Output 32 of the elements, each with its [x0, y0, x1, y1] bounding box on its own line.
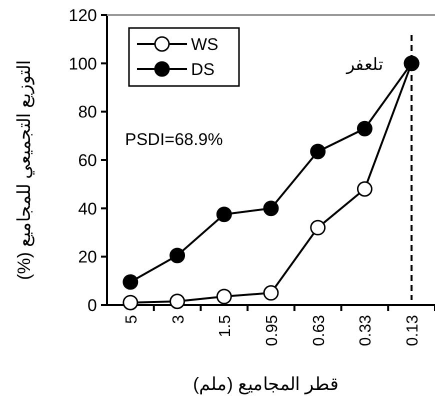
- point: [216, 206, 232, 222]
- y-tick-label: 80: [78, 102, 97, 122]
- point: [170, 248, 186, 264]
- point: [356, 120, 372, 136]
- x-tick-label: 0.13: [404, 314, 422, 346]
- x-tick-label: 0.63: [310, 314, 328, 346]
- point: [122, 274, 138, 290]
- point: [263, 285, 279, 301]
- point: [216, 288, 232, 304]
- x-tick-label: 1.5: [217, 314, 234, 338]
- y-tick-label: 40: [78, 199, 97, 218]
- legend-label: WS: [191, 35, 218, 54]
- y-tick-label: 120: [68, 6, 97, 25]
- y-tick-label: 20: [78, 248, 97, 267]
- y-axis-title: التوزيع التجميعي للمجاميع (%): [14, 60, 35, 280]
- point: [170, 294, 186, 310]
- annotation: PSDI=68.9%: [125, 130, 223, 149]
- y-tick-label: 60: [78, 151, 97, 170]
- y-tick-label: 100: [68, 54, 97, 74]
- annotation: تلعفر: [346, 55, 384, 75]
- x-tick-label: 5: [123, 314, 140, 324]
- x-tick-label: 0.33: [358, 314, 375, 346]
- point: [356, 181, 372, 197]
- point: [310, 220, 326, 236]
- x-tick-label: 3: [170, 314, 188, 324]
- point: [310, 144, 326, 160]
- x-tick-label: 0.95: [264, 314, 281, 346]
- legend-label: DS: [191, 60, 215, 79]
- point: [122, 294, 138, 310]
- point: [263, 200, 279, 216]
- x-axis-title: قطر المجاميع (ملم): [193, 374, 339, 395]
- y-tick-label: 0: [88, 296, 97, 315]
